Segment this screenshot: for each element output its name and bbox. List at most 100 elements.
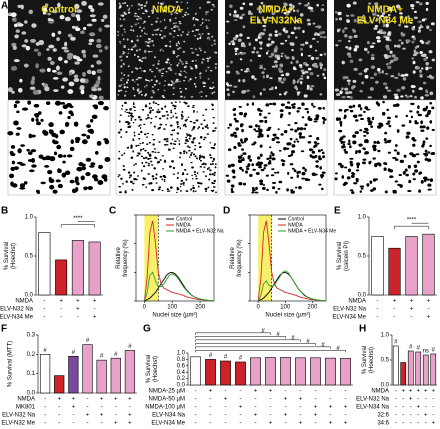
nucleus	[346, 79, 351, 82]
nucleus-mask	[147, 151, 150, 154]
nucleus-mask	[7, 131, 14, 136]
nucleus	[375, 80, 379, 84]
nucleus	[170, 83, 173, 87]
nucleus	[158, 71, 161, 73]
nucleus	[123, 31, 126, 33]
condition-sign: -	[43, 315, 45, 321]
nucleus-mask	[89, 165, 95, 168]
nucleus-mask	[190, 152, 193, 154]
nucleus	[163, 89, 166, 92]
nucleus-mask	[320, 148, 323, 152]
condition-sign: -	[315, 389, 317, 395]
nucleus-mask	[94, 151, 99, 155]
nucleus	[139, 67, 142, 69]
nucleus-mask	[152, 139, 156, 141]
nucleus	[198, 47, 201, 50]
nucleus	[181, 31, 185, 33]
nucleus-mask	[56, 144, 62, 150]
nucleus	[295, 60, 299, 64]
nucleus-mask	[285, 105, 289, 109]
nucleus	[199, 24, 203, 26]
nucleus-mask	[266, 188, 269, 192]
bracket-label: #	[276, 332, 280, 338]
nucleus	[162, 96, 166, 98]
y-tick-label: 0.5	[381, 358, 390, 364]
nucleus-mask	[198, 142, 201, 145]
nucleus-mask	[179, 101, 181, 103]
nucleus	[200, 49, 202, 52]
nucleus-mask	[388, 124, 392, 128]
nucleus-mask	[118, 157, 121, 160]
nucleus-mask	[192, 121, 196, 124]
nucleus	[262, 18, 267, 21]
nucleus	[162, 68, 165, 70]
nucleus-mask	[278, 149, 282, 152]
condition-label: 34:6	[377, 421, 389, 427]
nucleus	[11, 17, 17, 22]
y-axis-label: frequency (%)	[237, 239, 243, 276]
nucleus-mask	[334, 177, 338, 181]
nucleus	[42, 7, 48, 13]
nucleus	[176, 34, 180, 37]
nucleus-mask	[232, 171, 236, 174]
nucleus	[414, 51, 419, 55]
nucleus	[384, 72, 389, 75]
nucleus-mask	[270, 174, 275, 177]
nucleus	[177, 54, 180, 57]
nucleus-mask	[49, 184, 55, 190]
nucleus	[119, 4, 122, 7]
nucleus-mask	[213, 171, 216, 174]
nucleus-mask	[157, 188, 161, 191]
nucleus	[71, 25, 76, 29]
condition-sign: -	[240, 421, 242, 427]
nucleus-mask	[31, 117, 35, 122]
nucleus-mask	[153, 125, 156, 128]
nucleus-mask	[245, 170, 248, 174]
condition-sign: -	[285, 389, 287, 395]
nucleus	[173, 12, 176, 14]
nucleus	[76, 9, 83, 13]
nucleus	[271, 40, 275, 44]
nucleus	[374, 2, 379, 6]
nucleus	[257, 35, 261, 40]
nucleus	[116, 31, 120, 33]
nucleus-mask	[258, 166, 262, 169]
nucleus-mask	[172, 173, 176, 175]
nucleus	[208, 56, 211, 59]
nucleus	[381, 70, 384, 74]
nucleus	[178, 47, 182, 49]
nucleus	[421, 18, 426, 22]
nucleus-mask	[252, 189, 256, 192]
nucleus-mask	[288, 111, 291, 115]
nucleus	[75, 14, 80, 19]
nucleus	[145, 33, 148, 36]
nucleus-mask	[334, 172, 338, 175]
nucleus	[262, 24, 267, 27]
nucleus	[183, 70, 186, 72]
nucleus	[256, 50, 259, 54]
bar	[71, 240, 84, 296]
nucleus-mask	[316, 136, 320, 141]
nucleus	[274, 33, 279, 37]
nucleus-mask	[121, 104, 124, 107]
nucleus-mask	[172, 115, 174, 118]
nucleus	[52, 77, 59, 80]
nucleus-mask	[20, 144, 25, 147]
nucleus	[296, 81, 299, 84]
nucleus	[185, 87, 187, 90]
nucleus	[132, 46, 135, 48]
nucleus	[172, 86, 175, 90]
condition-sign: +	[410, 307, 414, 313]
nucleus	[402, 77, 407, 81]
nucleus-mask	[183, 150, 186, 153]
nucleus-mask	[123, 152, 126, 155]
panel-letter: F	[1, 324, 7, 335]
nucleus	[213, 42, 217, 46]
nucleus-mask	[192, 128, 195, 130]
nucleus-mask	[183, 101, 186, 104]
nucleus-mask	[344, 108, 349, 111]
nucleus	[164, 27, 166, 30]
nucleus	[159, 20, 162, 23]
nucleus-mask	[28, 151, 33, 155]
nucleus	[292, 9, 296, 13]
